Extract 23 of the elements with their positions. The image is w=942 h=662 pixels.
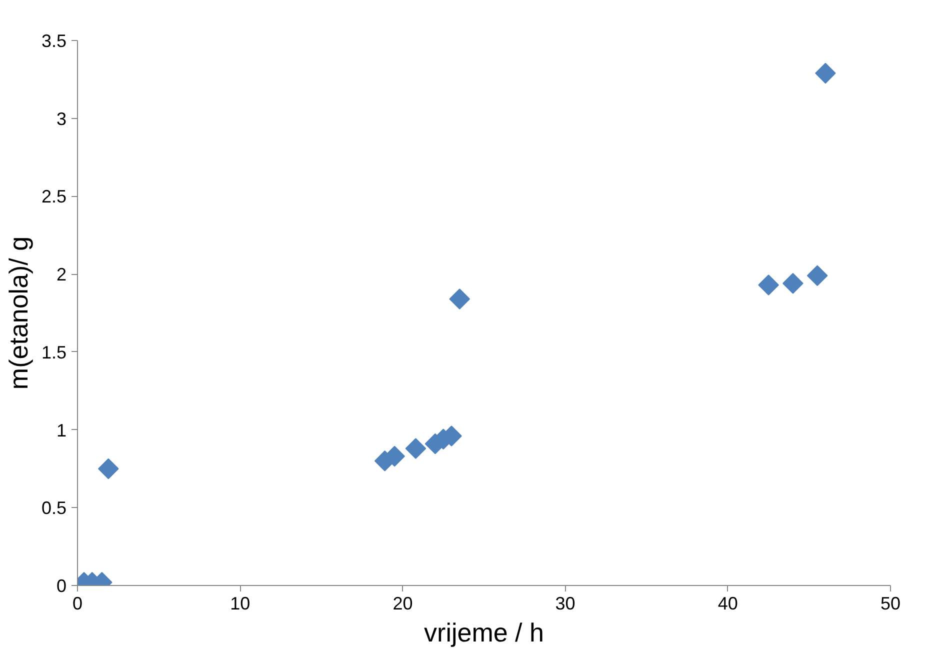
x-tick-label: 40 [718, 594, 738, 614]
y-tick-label: 0 [56, 576, 67, 596]
y-tick-label: 2 [56, 264, 67, 285]
x-tick-label: 30 [555, 594, 576, 614]
point [758, 274, 779, 296]
y-axis-title: m(etanola)/ g [3, 236, 34, 390]
x-tick-label: 50 [880, 594, 901, 614]
y-tick-label: 1 [56, 420, 67, 440]
x-tick-label: 20 [392, 594, 413, 614]
point [449, 288, 470, 310]
x-tick-label: 0 [72, 594, 83, 614]
x-tick-label: 10 [230, 594, 250, 614]
point [806, 265, 828, 286]
y-tick-label: 3 [56, 108, 67, 129]
point [405, 438, 426, 459]
y-tick-label: 2.5 [41, 186, 67, 207]
x-axis-title: vrijeme / h [424, 618, 544, 648]
point [782, 273, 804, 294]
y-tick-label: 1.5 [41, 342, 67, 362]
point [815, 62, 836, 84]
y-tick-label: 3.5 [41, 31, 67, 51]
point [98, 458, 119, 480]
y-tick-label: 0.5 [41, 498, 67, 518]
